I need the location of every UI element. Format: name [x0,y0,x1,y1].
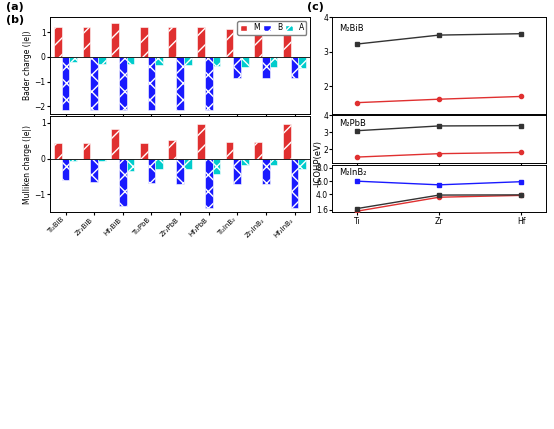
Bar [283,124,291,159]
Line: M-B: M-B [355,124,523,133]
B-B [435,182,442,187]
M-A [353,154,360,160]
Text: -ICOHP(eV): -ICOHP(eV) [314,139,322,187]
Bar [69,57,77,62]
M-B [518,31,525,36]
Bar [213,57,220,66]
M-A [353,100,360,105]
Bar [147,57,155,110]
Bar [140,142,147,159]
Bar [213,159,220,174]
Bar [270,57,278,67]
Bar [225,29,233,57]
Bar [299,159,306,169]
Line: B-B: B-B [355,179,523,187]
M-B [353,42,360,47]
Bar [262,159,270,184]
Bar [127,57,135,63]
Text: (c): (c) [307,2,324,12]
Bar [225,142,233,159]
Bar [90,57,98,110]
Text: (a): (a) [6,2,23,12]
Text: M₂InB₂: M₂InB₂ [339,168,366,177]
Bar [241,57,249,67]
Bar [119,159,127,206]
Line: M-A: M-A [355,151,523,159]
M-B [518,123,525,128]
Bar [54,27,61,57]
Bar [233,159,241,184]
M-B [353,206,360,211]
Bar [168,140,176,159]
Bar [254,29,262,57]
Bar [233,57,241,78]
M-A [435,151,442,156]
Bar [127,159,135,171]
M-B [518,192,525,197]
Bar [205,57,213,110]
Bar [111,23,119,57]
M-A [435,195,442,200]
Bar [83,27,90,57]
M-A [435,97,442,102]
Bar [283,29,291,57]
Bar [241,159,249,165]
M-A [518,150,525,155]
Bar [98,57,106,63]
Bar [111,130,119,159]
Bar [61,159,69,180]
Bar [90,159,98,182]
Bar [197,27,205,57]
Y-axis label: Mulliken charge (|e|): Mulliken charge (|e|) [23,124,32,204]
Bar [299,57,306,68]
M-B [435,193,442,198]
Bar [262,57,270,78]
M-A [353,208,360,214]
Line: M-B: M-B [355,32,523,46]
Bar [54,142,61,159]
Text: M₂BiB: M₂BiB [339,24,363,33]
Line: M-A: M-A [355,94,523,105]
M-B [435,124,442,129]
Bar [270,159,278,165]
Bar [155,159,163,169]
Text: (b): (b) [6,15,24,25]
Bar [168,27,176,57]
Bar [291,57,299,78]
Bar [61,57,69,110]
Bar [197,124,205,159]
M-A [518,193,525,198]
Bar [155,57,163,65]
Line: M-B: M-B [355,193,523,211]
Bar [176,57,184,110]
M-A [518,94,525,99]
Line: M-A: M-A [355,193,523,213]
Text: M₂PbB: M₂PbB [339,119,366,128]
Bar [254,142,262,159]
Bar [184,57,192,65]
B-B [518,179,525,184]
Bar [98,159,106,160]
Bar [184,159,192,169]
Bar [205,159,213,208]
M-B [435,33,442,38]
Y-axis label: Bader charge (|e|): Bader charge (|e|) [23,30,32,100]
Bar [140,27,147,57]
Bar [119,57,127,110]
Bar [176,159,184,184]
Bar [69,159,77,160]
Bar [291,159,299,208]
M-B [353,128,360,133]
Bar [83,142,90,159]
B-B [353,178,360,184]
Bar [147,159,155,183]
Legend: M, B, A: M, B, A [238,21,306,35]
